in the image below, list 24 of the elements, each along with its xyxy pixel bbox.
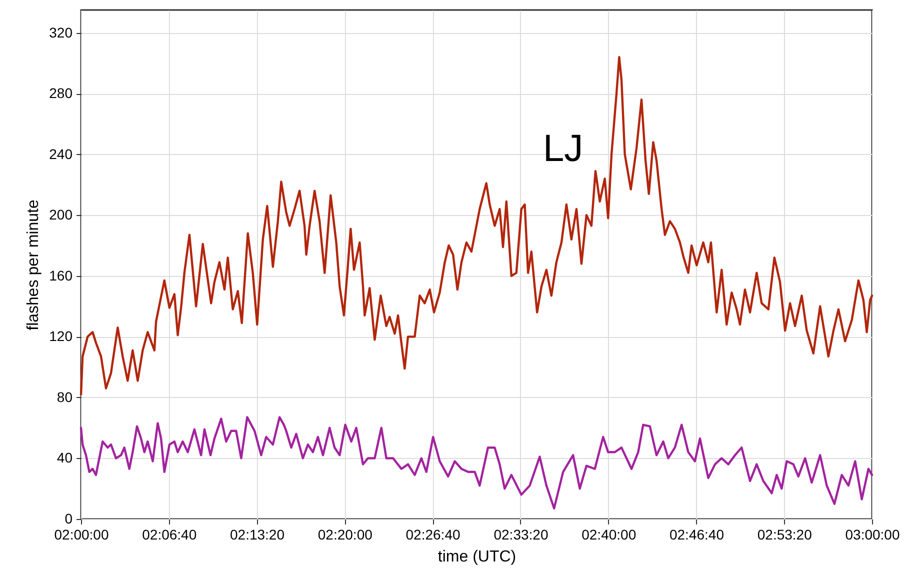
x-tick-label: 03:00:00 bbox=[845, 526, 900, 542]
x-tick-label: 02:53:20 bbox=[757, 526, 812, 542]
y-axis-title: flashes per minute bbox=[25, 200, 42, 330]
x-tick-label: 02:33:20 bbox=[494, 526, 548, 542]
y-tick-label: 80 bbox=[56, 388, 73, 405]
x-tick-label: 02:13:20 bbox=[230, 526, 285, 542]
line-series bbox=[80, 416, 874, 510]
x-tick-label: 02:40:00 bbox=[582, 526, 636, 542]
line-series bbox=[80, 56, 874, 396]
y-tick-label: 40 bbox=[56, 450, 73, 466]
y-tick-label: 320 bbox=[49, 24, 73, 40]
y-tick-label: 200 bbox=[49, 206, 73, 223]
y-tick-label: 0 bbox=[64, 510, 73, 526]
y-tick-label: 240 bbox=[49, 146, 73, 162]
x-axis-title: time (UTC) bbox=[438, 548, 516, 566]
y-tick-label: 160 bbox=[49, 267, 73, 284]
annotation: LJ bbox=[542, 128, 584, 170]
y-tick-label: 280 bbox=[49, 85, 73, 102]
x-tick-label: 02:46:40 bbox=[669, 526, 724, 542]
x-tick-label: 02:06:40 bbox=[142, 526, 197, 542]
y-tick-label: 120 bbox=[49, 328, 73, 344]
x-tick-label: 02:26:40 bbox=[406, 526, 460, 542]
x-tick-label: 02:20:00 bbox=[318, 526, 373, 542]
x-tick-label: 02:00:00 bbox=[54, 526, 109, 542]
